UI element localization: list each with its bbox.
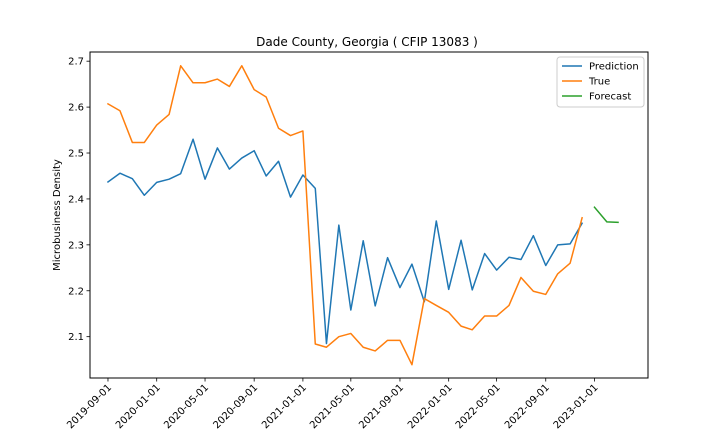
y-tick-label: 2.6 bbox=[68, 103, 84, 114]
y-tick-label: 2.4 bbox=[68, 194, 84, 205]
x-tick-label: 2022-09-01 bbox=[503, 382, 552, 431]
x-tick-label: 2022-01-01 bbox=[406, 382, 455, 431]
legend-label-prediction: Prediction bbox=[589, 62, 639, 73]
x-tick-label: 2019-09-01 bbox=[65, 382, 114, 431]
series-line-forecast bbox=[593, 206, 619, 224]
x-tick-label: 2021-01-01 bbox=[260, 382, 309, 431]
x-tick-label: 2021-09-01 bbox=[357, 382, 406, 431]
series-line-true bbox=[106, 65, 584, 366]
y-tick-label: 2.2 bbox=[68, 286, 84, 297]
legend-box bbox=[556, 56, 645, 108]
x-axis: 2019-09-01 2020-01-01 2020-05-01 2020-09-01… bbox=[65, 378, 601, 431]
y-tick-label: 2.1 bbox=[68, 332, 84, 343]
legend: Prediction True Forecast bbox=[556, 56, 645, 108]
x-tick-label: 2020-01-01 bbox=[114, 382, 163, 431]
x-tick-label: 2020-05-01 bbox=[162, 382, 211, 431]
x-tick-label: 2021-05-01 bbox=[308, 382, 357, 431]
y-axis-label: Microbusiness Density bbox=[52, 159, 63, 271]
series-layer bbox=[106, 65, 619, 366]
y-tick-label: 2.5 bbox=[68, 149, 84, 160]
x-tick-label: 2023-01-01 bbox=[552, 382, 601, 431]
y-axis: 2.1 2.2 2.3 2.4 2.5 2.6 2.7 bbox=[68, 57, 90, 343]
series-line-prediction bbox=[106, 138, 584, 345]
y-tick-label: 2.7 bbox=[68, 57, 84, 68]
y-tick-label: 2.3 bbox=[68, 240, 84, 251]
plot-frame bbox=[89, 51, 649, 379]
legend-label-forecast: Forecast bbox=[589, 92, 631, 103]
legend-label-true: True bbox=[588, 77, 610, 88]
chart-title: Dade County, Georgia ( CFIP 13083 ) bbox=[256, 35, 478, 49]
x-tick-label: 2022-05-01 bbox=[454, 382, 503, 431]
x-tick-label: 2020-09-01 bbox=[211, 382, 260, 431]
